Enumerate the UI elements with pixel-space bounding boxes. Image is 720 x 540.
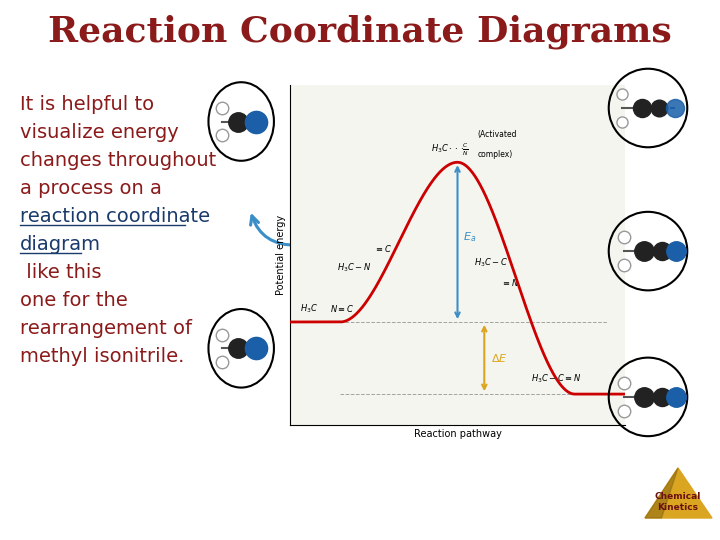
Text: reaction coordinate: reaction coordinate — [20, 207, 210, 226]
Text: $H_3C-C\equiv N$: $H_3C-C\equiv N$ — [531, 372, 582, 384]
Y-axis label: Potential energy: Potential energy — [276, 215, 286, 295]
Text: $\equiv C$: $\equiv C$ — [374, 244, 392, 254]
Text: $N\equiv C$: $N\equiv C$ — [330, 302, 354, 314]
Text: $E_a$: $E_a$ — [462, 230, 476, 244]
Text: rearrangement of: rearrangement of — [20, 320, 192, 339]
Text: Chemical
Kinetics: Chemical Kinetics — [654, 492, 701, 512]
Text: $H_3C-N$: $H_3C-N$ — [337, 261, 372, 274]
Text: $\Delta E$: $\Delta E$ — [491, 352, 508, 364]
Text: diagram: diagram — [20, 235, 101, 254]
Text: visualize energy: visualize energy — [20, 124, 179, 143]
X-axis label: Reaction pathway: Reaction pathway — [413, 429, 501, 439]
Text: like this: like this — [20, 264, 102, 282]
Text: Reaction Coordinate Diagrams: Reaction Coordinate Diagrams — [48, 15, 672, 49]
Text: a process on a: a process on a — [20, 179, 162, 199]
Text: It is helpful to: It is helpful to — [20, 96, 154, 114]
Text: $H_3C-C$: $H_3C-C$ — [474, 256, 508, 269]
Text: $\equiv N$: $\equiv N$ — [501, 277, 519, 288]
Text: (Activated: (Activated — [477, 130, 517, 139]
Text: changes throughout: changes throughout — [20, 152, 216, 171]
Text: $H_3C$: $H_3C$ — [300, 302, 318, 315]
Text: one for the: one for the — [20, 292, 127, 310]
Polygon shape — [645, 468, 678, 518]
Text: methyl isonitrile.: methyl isonitrile. — [20, 348, 184, 367]
Polygon shape — [645, 468, 712, 518]
Text: $H_3C\cdot\cdot\cdot\!\!\frac{C}{N}$: $H_3C\cdot\cdot\cdot\!\!\frac{C}{N}$ — [431, 141, 468, 158]
Text: complex): complex) — [477, 150, 513, 159]
